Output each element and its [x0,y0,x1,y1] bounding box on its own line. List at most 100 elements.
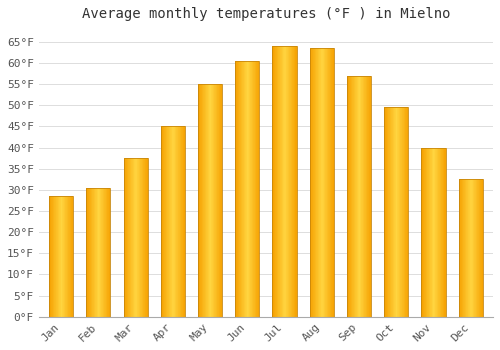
Bar [289,46,290,317]
Bar [205,84,206,317]
Bar [397,107,398,317]
Bar [395,107,396,317]
Bar [100,188,101,317]
Bar [469,179,470,317]
Bar [71,196,72,317]
Bar [279,46,280,317]
Bar [199,84,200,317]
Bar [135,158,136,317]
Bar [138,158,139,317]
Bar [331,48,332,317]
Bar [163,126,164,317]
Bar [477,179,478,317]
Bar [370,76,371,317]
Bar [280,46,281,317]
Bar [209,84,210,317]
Bar [207,84,208,317]
Bar [136,158,137,317]
Bar [285,46,286,317]
Bar [128,158,129,317]
Bar [201,84,202,317]
Bar [50,196,51,317]
Bar [173,126,174,317]
Bar [474,179,475,317]
Bar [352,76,353,317]
Bar [97,188,98,317]
Bar [215,84,216,317]
Bar [424,148,425,317]
Bar [317,48,318,317]
Bar [167,126,168,317]
Bar [443,148,444,317]
Bar [367,76,368,317]
Bar [88,188,90,317]
Bar [328,48,329,317]
Bar [473,179,474,317]
Bar [240,61,242,317]
Bar [92,188,93,317]
Bar [434,148,436,317]
Bar [107,188,108,317]
Bar [460,179,461,317]
Bar [475,179,476,317]
Bar [470,179,472,317]
Bar [90,188,91,317]
Bar [70,196,71,317]
Bar [235,61,260,317]
Bar [51,196,52,317]
Bar [467,179,468,317]
Bar [468,179,469,317]
Bar [244,61,245,317]
Bar [212,84,213,317]
Bar [425,148,426,317]
Bar [365,76,366,317]
Bar [290,46,291,317]
Bar [311,48,312,317]
Bar [393,107,394,317]
Bar [355,76,356,317]
Bar [276,46,278,317]
Bar [147,158,148,317]
Bar [325,48,326,317]
Bar [210,84,212,317]
Bar [321,48,322,317]
Bar [176,126,177,317]
Bar [275,46,276,317]
Bar [364,76,365,317]
Bar [243,61,244,317]
Bar [479,179,480,317]
Bar [68,196,69,317]
Bar [250,61,251,317]
Bar [402,107,403,317]
Bar [431,148,432,317]
Bar [332,48,334,317]
Bar [396,107,397,317]
Bar [445,148,446,317]
Bar [102,188,103,317]
Bar [320,48,321,317]
Bar [310,48,311,317]
Bar [52,196,54,317]
Bar [293,46,294,317]
Bar [160,126,162,317]
Bar [284,46,285,317]
Bar [330,48,331,317]
Bar [458,179,459,317]
Bar [183,126,184,317]
Bar [221,84,222,317]
Bar [208,84,209,317]
Bar [242,61,243,317]
Bar [390,107,391,317]
Bar [218,84,219,317]
Bar [407,107,408,317]
Bar [428,148,429,317]
Bar [49,196,73,317]
Bar [255,61,256,317]
Bar [238,61,239,317]
Bar [466,179,467,317]
Bar [49,196,50,317]
Title: Average monthly temperatures (°F ) in Mielno: Average monthly temperatures (°F ) in Mi… [82,7,450,21]
Bar [394,107,395,317]
Bar [360,76,361,317]
Bar [220,84,221,317]
